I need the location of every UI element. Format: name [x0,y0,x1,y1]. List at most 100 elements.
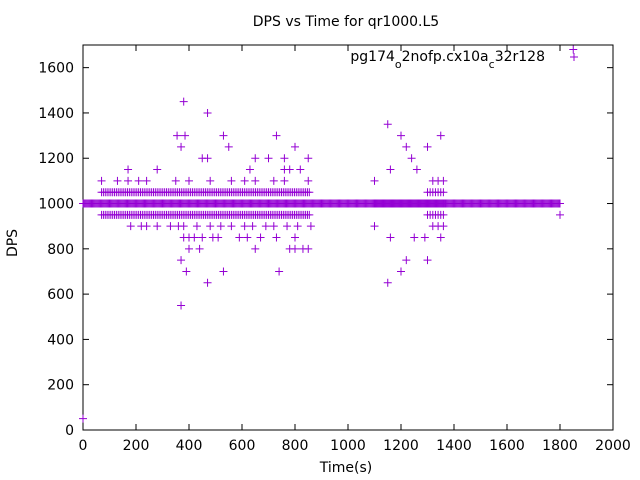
data-point [248,222,257,231]
data-point [304,176,313,185]
y-tick-label: 1400 [38,106,74,122]
x-tick-label: 800 [282,438,309,454]
y-tick-label: 1600 [38,61,74,77]
data-point [412,165,421,174]
data-point [423,256,432,265]
y-tick-label: 200 [47,378,74,394]
y-tick-label: 800 [47,242,74,258]
data-point [251,154,260,163]
data-point [195,244,204,253]
data-point [261,222,270,231]
data-point [383,278,392,287]
data-point [275,267,284,276]
data-point [269,176,278,185]
x-tick-label: 1000 [330,438,366,454]
data-point [245,165,254,174]
data-point [224,142,233,151]
data-point [179,97,188,106]
data-point [304,244,313,253]
x-tick-label: 1200 [383,438,419,454]
legend-marker [570,53,578,61]
data-point [305,188,314,197]
data-point [179,222,188,231]
data-point [97,176,106,185]
legend-label: pg174o2nofp.cx10ac32r128 [350,49,545,71]
data-point [203,278,212,287]
data-point [439,188,448,197]
data-point [192,222,201,231]
data-point [293,222,302,231]
data-point [439,199,448,208]
data-point [251,244,260,253]
data-point [203,154,212,163]
y-tick-label: 1000 [38,197,74,213]
data-point [439,222,448,231]
data-point [402,256,411,265]
data-point [386,233,395,242]
data-point [402,142,411,151]
x-tick-label: 1600 [489,438,525,454]
data-point [134,176,143,185]
data-point [219,131,228,140]
data-point [280,176,289,185]
x-tick-label: 1800 [542,438,578,454]
data-point [243,233,252,242]
data-point [171,176,180,185]
data-point [124,165,133,174]
data-point [370,222,379,231]
data-point [227,176,236,185]
data-point [173,131,182,140]
legend-marker-symbol [570,53,578,61]
data-point [439,210,448,219]
data-point [182,267,191,276]
y-axis-label: DPS [5,229,21,257]
data-point [569,45,578,54]
data-point [264,154,273,163]
data-point [556,199,564,208]
data-point [291,233,299,242]
data-point [124,176,133,185]
data-point [272,131,281,140]
data-point [386,165,395,174]
data-point [190,233,199,242]
x-tick-label: 0 [79,438,88,454]
data-point [126,222,135,231]
data-point [185,244,193,253]
data-point [240,176,249,185]
data-point [397,131,405,140]
legend: pg174o2nofp.cx10ac32r128 [350,49,578,71]
data-point [219,267,228,276]
x-tick-label: 200 [123,438,150,454]
data-point [407,154,416,163]
data-point [206,176,215,185]
data-point [283,222,292,231]
data-point [256,233,265,242]
data-point [397,267,405,276]
data-point [166,222,175,231]
data-point [305,210,314,219]
data-points [79,45,578,423]
chart-title: DPS vs Time for qr1000.L5 [253,14,439,30]
data-point [206,222,215,231]
x-tick-label: 600 [229,438,256,454]
data-point [423,142,432,151]
data-point [113,176,122,185]
data-point [420,233,429,242]
data-point [177,301,186,310]
data-point [291,244,299,253]
data-point [306,222,315,231]
data-point [304,154,313,163]
data-point [177,256,186,265]
data-point [269,222,278,231]
data-point [285,165,294,174]
data-point [79,414,87,423]
data-point [227,222,236,231]
data-point [439,176,448,185]
data-point [272,233,281,242]
data-point [214,233,223,242]
y-tick-label: 0 [65,423,74,439]
data-point [235,233,244,242]
x-axis-label: Time(s) [319,460,372,476]
y-tick-label: 1200 [38,151,74,167]
